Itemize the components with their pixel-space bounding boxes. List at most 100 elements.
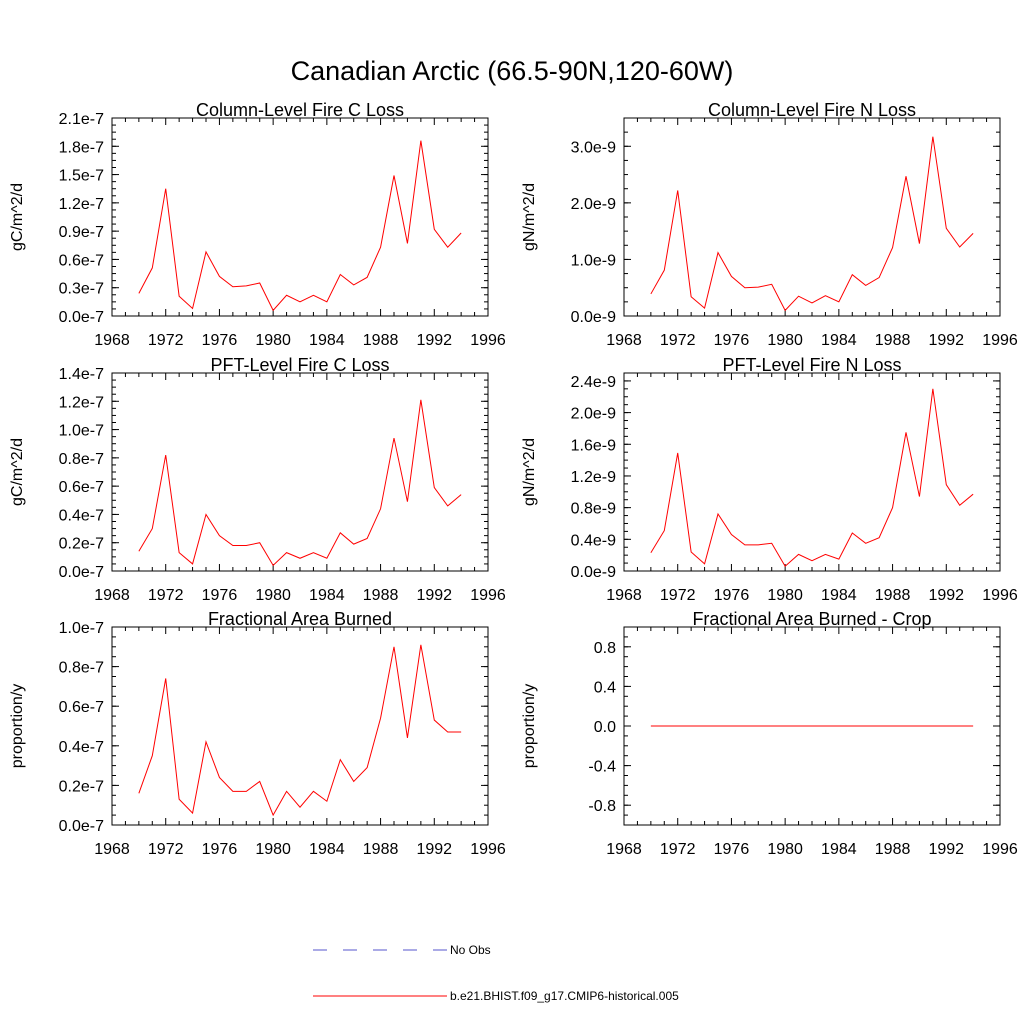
- x-tick-label: 1996: [982, 587, 1018, 604]
- x-tick-label: 1992: [416, 587, 452, 604]
- series-line: [138, 140, 462, 312]
- y-tick-label: 1.2e-9: [571, 469, 616, 486]
- x-tick-label: 1984: [821, 841, 857, 858]
- plot-frame: [111, 117, 489, 317]
- x-tick-label: 1968: [94, 587, 130, 604]
- y-tick-label: 2.0e-9: [571, 196, 616, 213]
- x-tick-label: 1980: [767, 841, 803, 858]
- y-tick-label: 0.0e-7: [59, 309, 104, 326]
- y-tick-label: 0.2e-7: [59, 536, 104, 553]
- y-tick-label: 1.2e-7: [59, 394, 104, 411]
- x-tick-label: 1968: [94, 841, 130, 858]
- y-tick-label: 0.0e-9: [571, 309, 616, 326]
- y-tick-label: 1.4e-7: [59, 366, 104, 383]
- y-tick-label: 0.3e-7: [59, 281, 104, 298]
- x-tick-label: 1984: [309, 841, 345, 858]
- y-axis-label: proportion/y: [521, 684, 538, 769]
- x-tick-label: 1988: [363, 587, 399, 604]
- x-tick-label: 1992: [928, 841, 964, 858]
- x-tick-label: 1988: [875, 332, 911, 349]
- y-tick-label: 0.4e-7: [59, 507, 104, 524]
- figure-title: Canadian Arctic (66.5-90N,120-60W): [291, 56, 734, 86]
- panel-title: Fractional Area Burned: [208, 609, 392, 629]
- x-tick-label: 1972: [660, 841, 696, 858]
- x-tick-label: 1968: [606, 841, 642, 858]
- x-tick-label: 1996: [470, 332, 506, 349]
- y-tick-label: 0.6e-7: [59, 479, 104, 496]
- panels: Column-Level Fire C Loss gC/m^2/d 1968 1972…: [9, 100, 1018, 858]
- x-tick-label: 1984: [821, 587, 857, 604]
- y-axis-label: gC/m^2/d: [9, 183, 26, 251]
- x-tick-label: 1972: [660, 587, 696, 604]
- x-tick-label: 1992: [928, 332, 964, 349]
- x-tick-label: 1988: [875, 587, 911, 604]
- y-tick-label: 2.0e-9: [571, 406, 616, 423]
- x-tick-label: 1976: [202, 587, 238, 604]
- y-tick-label: -0.4: [588, 759, 616, 776]
- y-tick-label: 0.4: [594, 679, 616, 696]
- x-tick-label: 1972: [148, 587, 184, 604]
- x-tick-label: 1996: [470, 841, 506, 858]
- y-tick-label: 0.4e-9: [571, 532, 616, 549]
- y-tick-label: 2.4e-9: [571, 374, 616, 391]
- panel-title: PFT-Level Fire N Loss: [722, 355, 901, 375]
- x-tick-label: 1968: [606, 332, 642, 349]
- y-tick-label: 0.9e-7: [59, 224, 104, 241]
- legend: No Obs b.e21.BHIST.f09_g17.CMIP6-histori…: [313, 943, 679, 1003]
- y-tick-label: 1.0e-9: [571, 252, 616, 269]
- y-tick-label: 0.0: [594, 719, 616, 736]
- x-tick-label: 1972: [148, 332, 184, 349]
- x-tick-label: 1996: [982, 841, 1018, 858]
- panel-5: Fractional Area Burned proportion/y 1968 19…: [9, 609, 506, 858]
- x-tick-label: 1976: [202, 332, 238, 349]
- x-tick-label: 1992: [928, 587, 964, 604]
- y-tick-label: 0.4e-7: [59, 739, 104, 756]
- y-tick-label: 0.0e-7: [59, 818, 104, 835]
- series-line: [138, 399, 462, 567]
- y-tick-label: 0.8: [594, 640, 616, 657]
- x-tick-label: 1980: [255, 841, 291, 858]
- y-tick-label: 0.8e-7: [59, 660, 104, 677]
- x-tick-label: 1988: [875, 841, 911, 858]
- y-axis-label: gC/m^2/d: [9, 438, 26, 506]
- panel-4: PFT-Level Fire N Loss gN/m^2/d 1968 1972 197…: [521, 355, 1018, 604]
- y-tick-label: 0.2e-7: [59, 778, 104, 795]
- panel-1: Column-Level Fire C Loss gC/m^2/d 1968 1972…: [9, 100, 506, 349]
- x-tick-label: 1976: [202, 841, 238, 858]
- y-tick-label: 0.6e-7: [59, 699, 104, 716]
- y-tick-label: 3.0e-9: [571, 139, 616, 156]
- x-tick-label: 1996: [470, 587, 506, 604]
- panel-title: Column-Level Fire N Loss: [708, 100, 916, 120]
- plot-frame: [623, 117, 1001, 317]
- y-tick-label: 0.8e-7: [59, 451, 104, 468]
- y-tick-label: 0.0e-7: [59, 564, 104, 581]
- x-tick-label: 1980: [255, 587, 291, 604]
- panel-6: Fractional Area Burned - Crop proportion/…: [521, 609, 1018, 858]
- x-tick-label: 1984: [309, 332, 345, 349]
- y-tick-label: 1.0e-7: [59, 620, 104, 637]
- y-axis-label: gN/m^2/d: [521, 183, 538, 251]
- legend-obs-label: No Obs: [450, 943, 491, 957]
- x-tick-label: 1980: [255, 332, 291, 349]
- y-tick-label: 1.2e-7: [59, 196, 104, 213]
- y-tick-label: 1.5e-7: [59, 168, 104, 185]
- x-tick-label: 1972: [660, 332, 696, 349]
- x-tick-label: 1992: [416, 841, 452, 858]
- y-tick-label: -0.8: [588, 798, 616, 815]
- x-tick-label: 1976: [714, 587, 750, 604]
- series-line: [650, 136, 974, 312]
- x-tick-label: 1976: [714, 332, 750, 349]
- panel-3: PFT-Level Fire C Loss gC/m^2/d 1968 1972 197…: [9, 355, 506, 604]
- x-tick-label: 1988: [363, 332, 399, 349]
- y-tick-label: 1.0e-7: [59, 423, 104, 440]
- x-tick-label: 1984: [309, 587, 345, 604]
- series-line: [138, 644, 462, 817]
- x-tick-label: 1976: [714, 841, 750, 858]
- y-tick-label: 0.0e-9: [571, 564, 616, 581]
- x-tick-label: 1992: [416, 332, 452, 349]
- x-tick-label: 1968: [606, 587, 642, 604]
- x-tick-label: 1996: [982, 332, 1018, 349]
- y-tick-label: 0.6e-7: [59, 252, 104, 269]
- y-tick-label: 2.1e-7: [59, 111, 104, 128]
